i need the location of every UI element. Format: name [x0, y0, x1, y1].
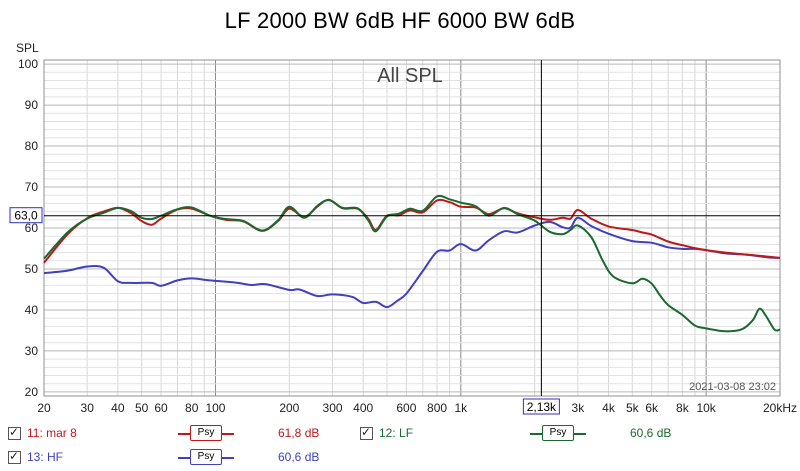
- cursor-x-label: 2,13k: [527, 400, 557, 414]
- legend-checkbox-mar8[interactable]: [8, 425, 21, 440]
- x-tick-label: 10k: [696, 401, 716, 415]
- x-tick-label: 80: [185, 401, 199, 415]
- x-tick-label: 40: [111, 401, 125, 415]
- x-tick-label: 600: [396, 401, 416, 415]
- psy-badge[interactable]: Psy: [190, 425, 222, 441]
- x-tick-label: 6k: [645, 401, 659, 415]
- legend-row-1: 11: mar 8 Psy 61,8 dB 12: LF Psy 60,6 dB: [0, 424, 800, 446]
- plot-grid: [44, 60, 780, 396]
- legend-checkbox-hf[interactable]: [8, 449, 21, 464]
- plot-frame: [43, 59, 781, 397]
- legend-label-mar8[interactable]: 11: mar 8: [27, 426, 77, 440]
- x-tick-label: 800: [427, 401, 447, 415]
- x-tick-label: 50: [135, 401, 149, 415]
- y-tick-label: 50: [25, 262, 39, 276]
- x-tick-label: 1k: [454, 401, 468, 415]
- x-tick-label: 60: [154, 401, 168, 415]
- y-tick-label: 60: [25, 221, 39, 235]
- legend-checkbox-lf[interactable]: [360, 425, 373, 440]
- x-tick-label: 8k: [676, 401, 690, 415]
- psy-badge[interactable]: Psy: [542, 425, 574, 441]
- legend-swatch-lf[interactable]: Psy: [530, 425, 586, 441]
- y-tick-label: 40: [25, 303, 39, 317]
- x-tick-label: 3k: [572, 401, 586, 415]
- legend-row-2: 13: HF Psy 60,6 dB: [0, 448, 800, 470]
- x-tick-label: 20: [37, 401, 51, 415]
- x-tick-label: 100: [205, 401, 225, 415]
- cursor-layer[interactable]: 63,0 2,13k: [9, 60, 780, 415]
- legend-swatch-hf[interactable]: Psy: [178, 449, 234, 465]
- legend-value-lf: 60,6 dB: [630, 426, 672, 440]
- y-tick-label: 100: [18, 57, 38, 71]
- cursor-x-badge: [522, 398, 560, 415]
- x-tick-label: 5k: [626, 401, 640, 415]
- cursor-y-badge: [9, 207, 43, 224]
- legend-label-hf[interactable]: 13: HF: [27, 450, 64, 464]
- x-tick-label: 400: [353, 401, 373, 415]
- spl-chart[interactable]: 63,0 2,13k 20 30 40 50 60 70 80 90 100 20 30 40 50 60 8…: [0, 0, 800, 420]
- timestamp-label: 2021-03-08 23:02: [689, 381, 776, 393]
- x-unit-label: 20kHz: [763, 401, 797, 415]
- cursor-y-label: 63,0: [14, 209, 38, 223]
- y-tick-label: 90: [25, 98, 39, 112]
- legend-value-hf: 60,6 dB: [278, 450, 320, 464]
- y-tick-label: 80: [25, 139, 39, 153]
- legend-label-lf[interactable]: 12: LF: [379, 426, 414, 440]
- chart-title: LF 2000 BW 6dB HF 6000 BW 6dB: [224, 8, 576, 33]
- x-tick-label: 30: [81, 401, 95, 415]
- annotation-label: All SPL: [377, 65, 443, 87]
- psy-badge[interactable]: Psy: [190, 449, 222, 465]
- y-tick-label: 20: [25, 385, 39, 399]
- series-layer: [43, 194, 781, 333]
- x-tick-label: 4k: [602, 401, 616, 415]
- x-tick-label: 300: [323, 401, 343, 415]
- y-axis-label: SPL: [16, 41, 39, 55]
- y-tick-label: 30: [25, 344, 39, 358]
- axis-labels: 20 30 40 50 60 70 80 90 100 20 30 40 50 60 80 100 200 300…: [16, 41, 797, 415]
- legend-value-mar8: 61,8 dB: [278, 426, 320, 440]
- x-tick-label: 200: [279, 401, 299, 415]
- series-line-lf: [43, 194, 781, 333]
- legend-swatch-mar8[interactable]: Psy: [178, 425, 234, 441]
- y-tick-label: 70: [25, 180, 39, 194]
- series-line-hf: [43, 216, 781, 309]
